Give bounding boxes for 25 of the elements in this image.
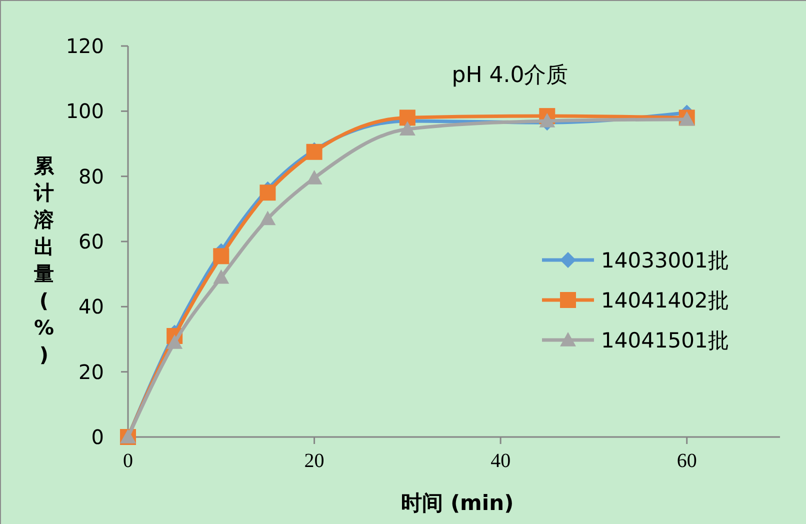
y-tick-label: 60: [78, 230, 104, 254]
text: pH 4.0介质: [452, 63, 568, 88]
point: [213, 248, 230, 264]
y-tick-label: 100: [66, 99, 104, 124]
legend-label: 14041402批: [601, 288, 729, 312]
y-tick-label: 40: [78, 294, 104, 319]
point: [260, 210, 276, 226]
x-axis-title: 时间 (min): [401, 491, 514, 515]
point: [213, 269, 230, 284]
point: [166, 334, 183, 349]
x-tick-label: 0: [123, 450, 133, 472]
legend-label: 14041501批: [601, 328, 729, 352]
y-axis-title: 累计溶出量(%): [33, 154, 55, 367]
point: [539, 112, 556, 128]
legend-label: 14033001批: [601, 248, 729, 272]
y-tick-label: 80: [78, 164, 104, 188]
y-tick-label: 0: [91, 425, 104, 449]
y-tick-label: 20: [78, 360, 104, 384]
y-tick-label: 120: [66, 34, 104, 58]
point: [399, 110, 416, 126]
point: [399, 121, 416, 136]
x-tick-label: 40: [490, 450, 511, 472]
x-tick-label: 60: [676, 450, 697, 472]
point: [260, 184, 276, 201]
x-tick-label: 20: [304, 450, 324, 472]
